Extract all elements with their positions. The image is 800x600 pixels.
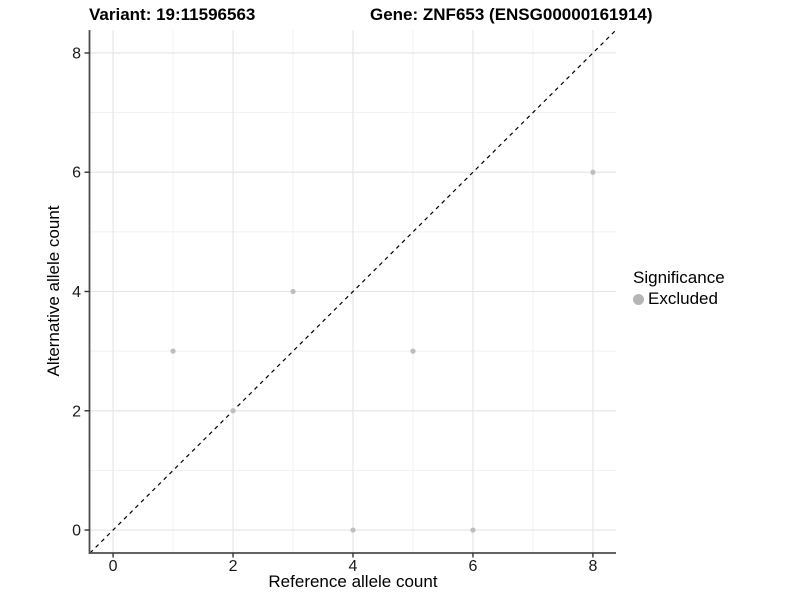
data-point-excluded-3-4 bbox=[290, 288, 296, 295]
tick-label-y-8: 8 bbox=[72, 45, 81, 62]
tick-label-y-4: 4 bbox=[72, 284, 81, 301]
data-point-excluded-6-0 bbox=[470, 527, 476, 533]
tick-label-y-6: 6 bbox=[72, 165, 81, 182]
data-point-excluded-2-2 bbox=[230, 408, 236, 414]
identity-line bbox=[89, 29, 617, 554]
tick-label-x-8: 8 bbox=[588, 558, 597, 575]
legend-item-label: Excluded bbox=[648, 289, 718, 308]
data-point-excluded-5-3 bbox=[410, 348, 416, 354]
excluded-point-icon bbox=[633, 293, 644, 305]
data-point-excluded-1-3 bbox=[170, 348, 176, 354]
tick-label-y-2: 2 bbox=[72, 403, 81, 420]
legend-title: Significance bbox=[633, 268, 725, 287]
data-point-excluded-4-0 bbox=[350, 527, 356, 533]
data-point-excluded-8-6 bbox=[590, 169, 596, 175]
x-axis-title: Reference allele count bbox=[268, 572, 438, 591]
tick-label-x-6: 6 bbox=[469, 558, 478, 575]
tick-label-x-2: 2 bbox=[229, 558, 238, 575]
tick-label-y-0: 0 bbox=[72, 523, 81, 540]
variant-title: Variant: 19:11596563 bbox=[89, 5, 256, 24]
legend-item-excluded: Excluded bbox=[631, 289, 725, 309]
legend: Significance Excluded bbox=[631, 268, 725, 309]
tick-label-x-0: 0 bbox=[109, 558, 118, 575]
tick-label-x-4: 4 bbox=[349, 558, 358, 575]
gene-title: Gene: ZNF653 (ENSG00000161914) bbox=[370, 5, 653, 24]
